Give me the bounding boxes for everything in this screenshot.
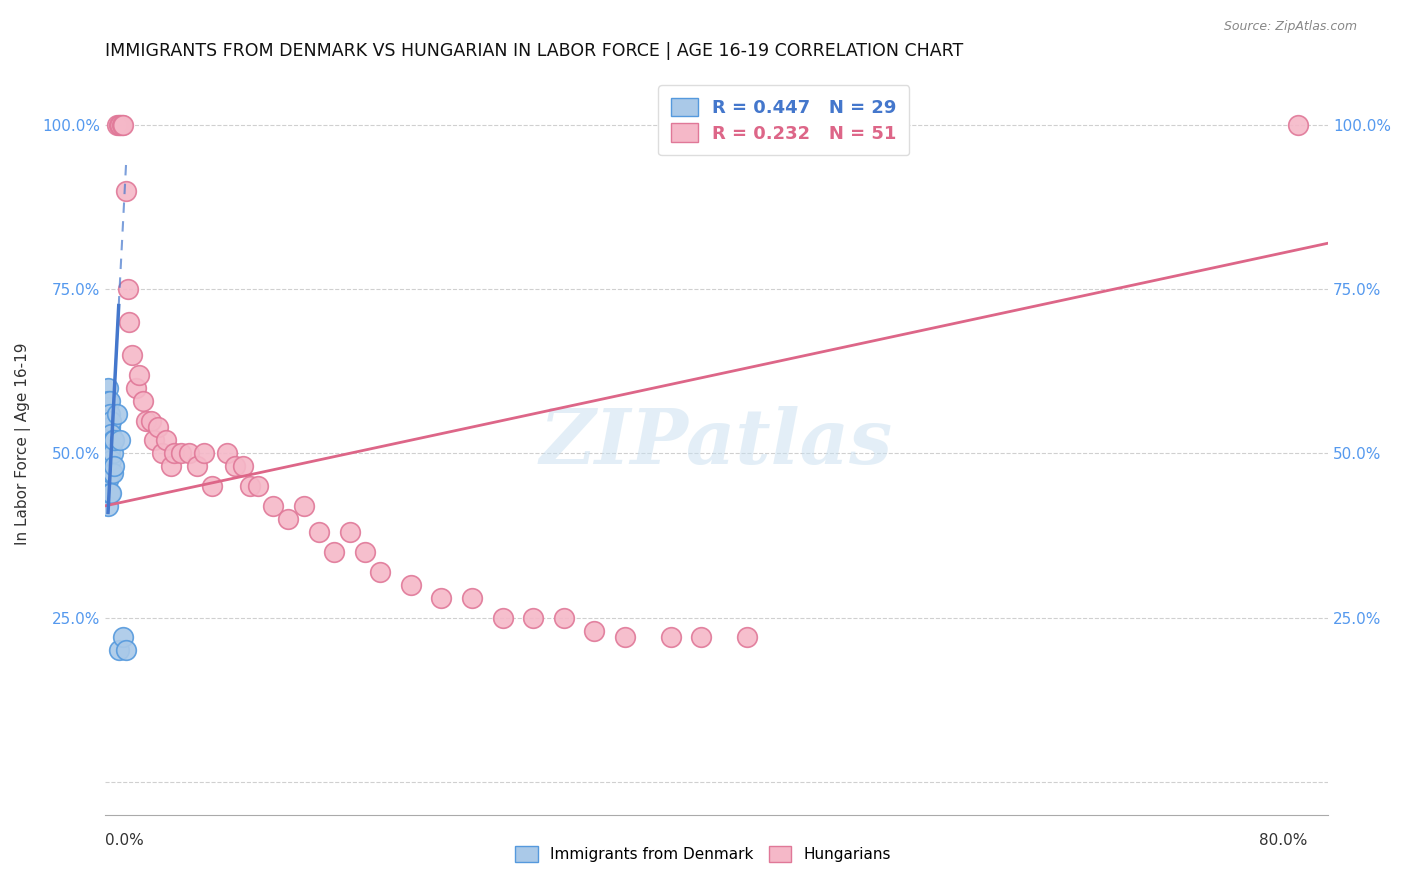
Point	[97, 434, 120, 448]
Point	[98, 420, 121, 434]
Point	[186, 459, 208, 474]
Point	[112, 118, 135, 132]
Point	[217, 446, 239, 460]
Text: ZIPatlas: ZIPatlas	[540, 407, 893, 481]
Point	[246, 479, 269, 493]
Point	[97, 473, 120, 487]
Y-axis label: In Labor Force | Age 16-19: In Labor Force | Age 16-19	[15, 343, 31, 545]
Point	[262, 499, 284, 513]
Point	[118, 315, 141, 329]
Point	[277, 512, 299, 526]
Point	[101, 466, 124, 480]
Point	[112, 630, 135, 644]
Point	[690, 630, 713, 644]
Point	[97, 420, 120, 434]
Point	[735, 630, 758, 644]
Point	[98, 485, 121, 500]
Point	[368, 565, 391, 579]
Point	[101, 446, 124, 460]
Point	[232, 459, 254, 474]
Point	[115, 643, 138, 657]
Point	[97, 381, 120, 395]
Point	[177, 446, 200, 460]
Point	[292, 499, 315, 513]
Point	[163, 446, 186, 460]
Point	[97, 499, 120, 513]
Point	[461, 591, 484, 605]
Point	[142, 434, 165, 448]
Point	[354, 545, 377, 559]
Point	[107, 643, 129, 657]
Point	[100, 453, 122, 467]
Point	[115, 184, 138, 198]
Point	[97, 407, 120, 421]
Point	[100, 466, 122, 480]
Text: Source: ZipAtlas.com: Source: ZipAtlas.com	[1223, 20, 1357, 33]
Text: 80.0%: 80.0%	[1260, 833, 1308, 847]
Point	[491, 610, 513, 624]
Point	[1286, 118, 1309, 132]
Point	[117, 282, 139, 296]
Point	[121, 348, 143, 362]
Point	[323, 545, 346, 559]
Point	[159, 459, 181, 474]
Point	[553, 610, 575, 624]
Legend: R = 0.447   N = 29, R = 0.232   N = 51: R = 0.447 N = 29, R = 0.232 N = 51	[658, 85, 910, 155]
Point	[659, 630, 682, 644]
Point	[430, 591, 453, 605]
Point	[101, 434, 124, 448]
Point	[97, 393, 120, 408]
Point	[100, 485, 122, 500]
Point	[110, 434, 132, 448]
Point	[105, 118, 128, 132]
Point	[100, 440, 122, 454]
Point	[399, 577, 422, 591]
Point	[201, 479, 224, 493]
Point	[150, 446, 173, 460]
Text: 0.0%: 0.0%	[105, 833, 145, 847]
Point	[613, 630, 636, 644]
Point	[98, 446, 121, 460]
Point	[110, 118, 132, 132]
Point	[239, 479, 262, 493]
Point	[103, 459, 125, 474]
Point	[105, 407, 128, 421]
Point	[98, 393, 121, 408]
Point	[124, 381, 146, 395]
Point	[97, 446, 120, 460]
Point	[308, 525, 330, 540]
Point	[139, 413, 162, 427]
Point	[148, 420, 170, 434]
Point	[128, 368, 150, 382]
Point	[98, 407, 121, 421]
Text: IMMIGRANTS FROM DENMARK VS HUNGARIAN IN LABOR FORCE | AGE 16-19 CORRELATION CHAR: IMMIGRANTS FROM DENMARK VS HUNGARIAN IN …	[105, 42, 963, 60]
Point	[224, 459, 246, 474]
Point	[155, 434, 177, 448]
Point	[522, 610, 544, 624]
Point	[100, 413, 122, 427]
Point	[111, 118, 134, 132]
Point	[583, 624, 606, 638]
Point	[170, 446, 193, 460]
Point	[339, 525, 361, 540]
Legend: Immigrants from Denmark, Hungarians: Immigrants from Denmark, Hungarians	[509, 840, 897, 868]
Point	[132, 393, 155, 408]
Point	[107, 118, 129, 132]
Point	[135, 413, 157, 427]
Point	[100, 426, 122, 441]
Point	[193, 446, 215, 460]
Point	[103, 434, 125, 448]
